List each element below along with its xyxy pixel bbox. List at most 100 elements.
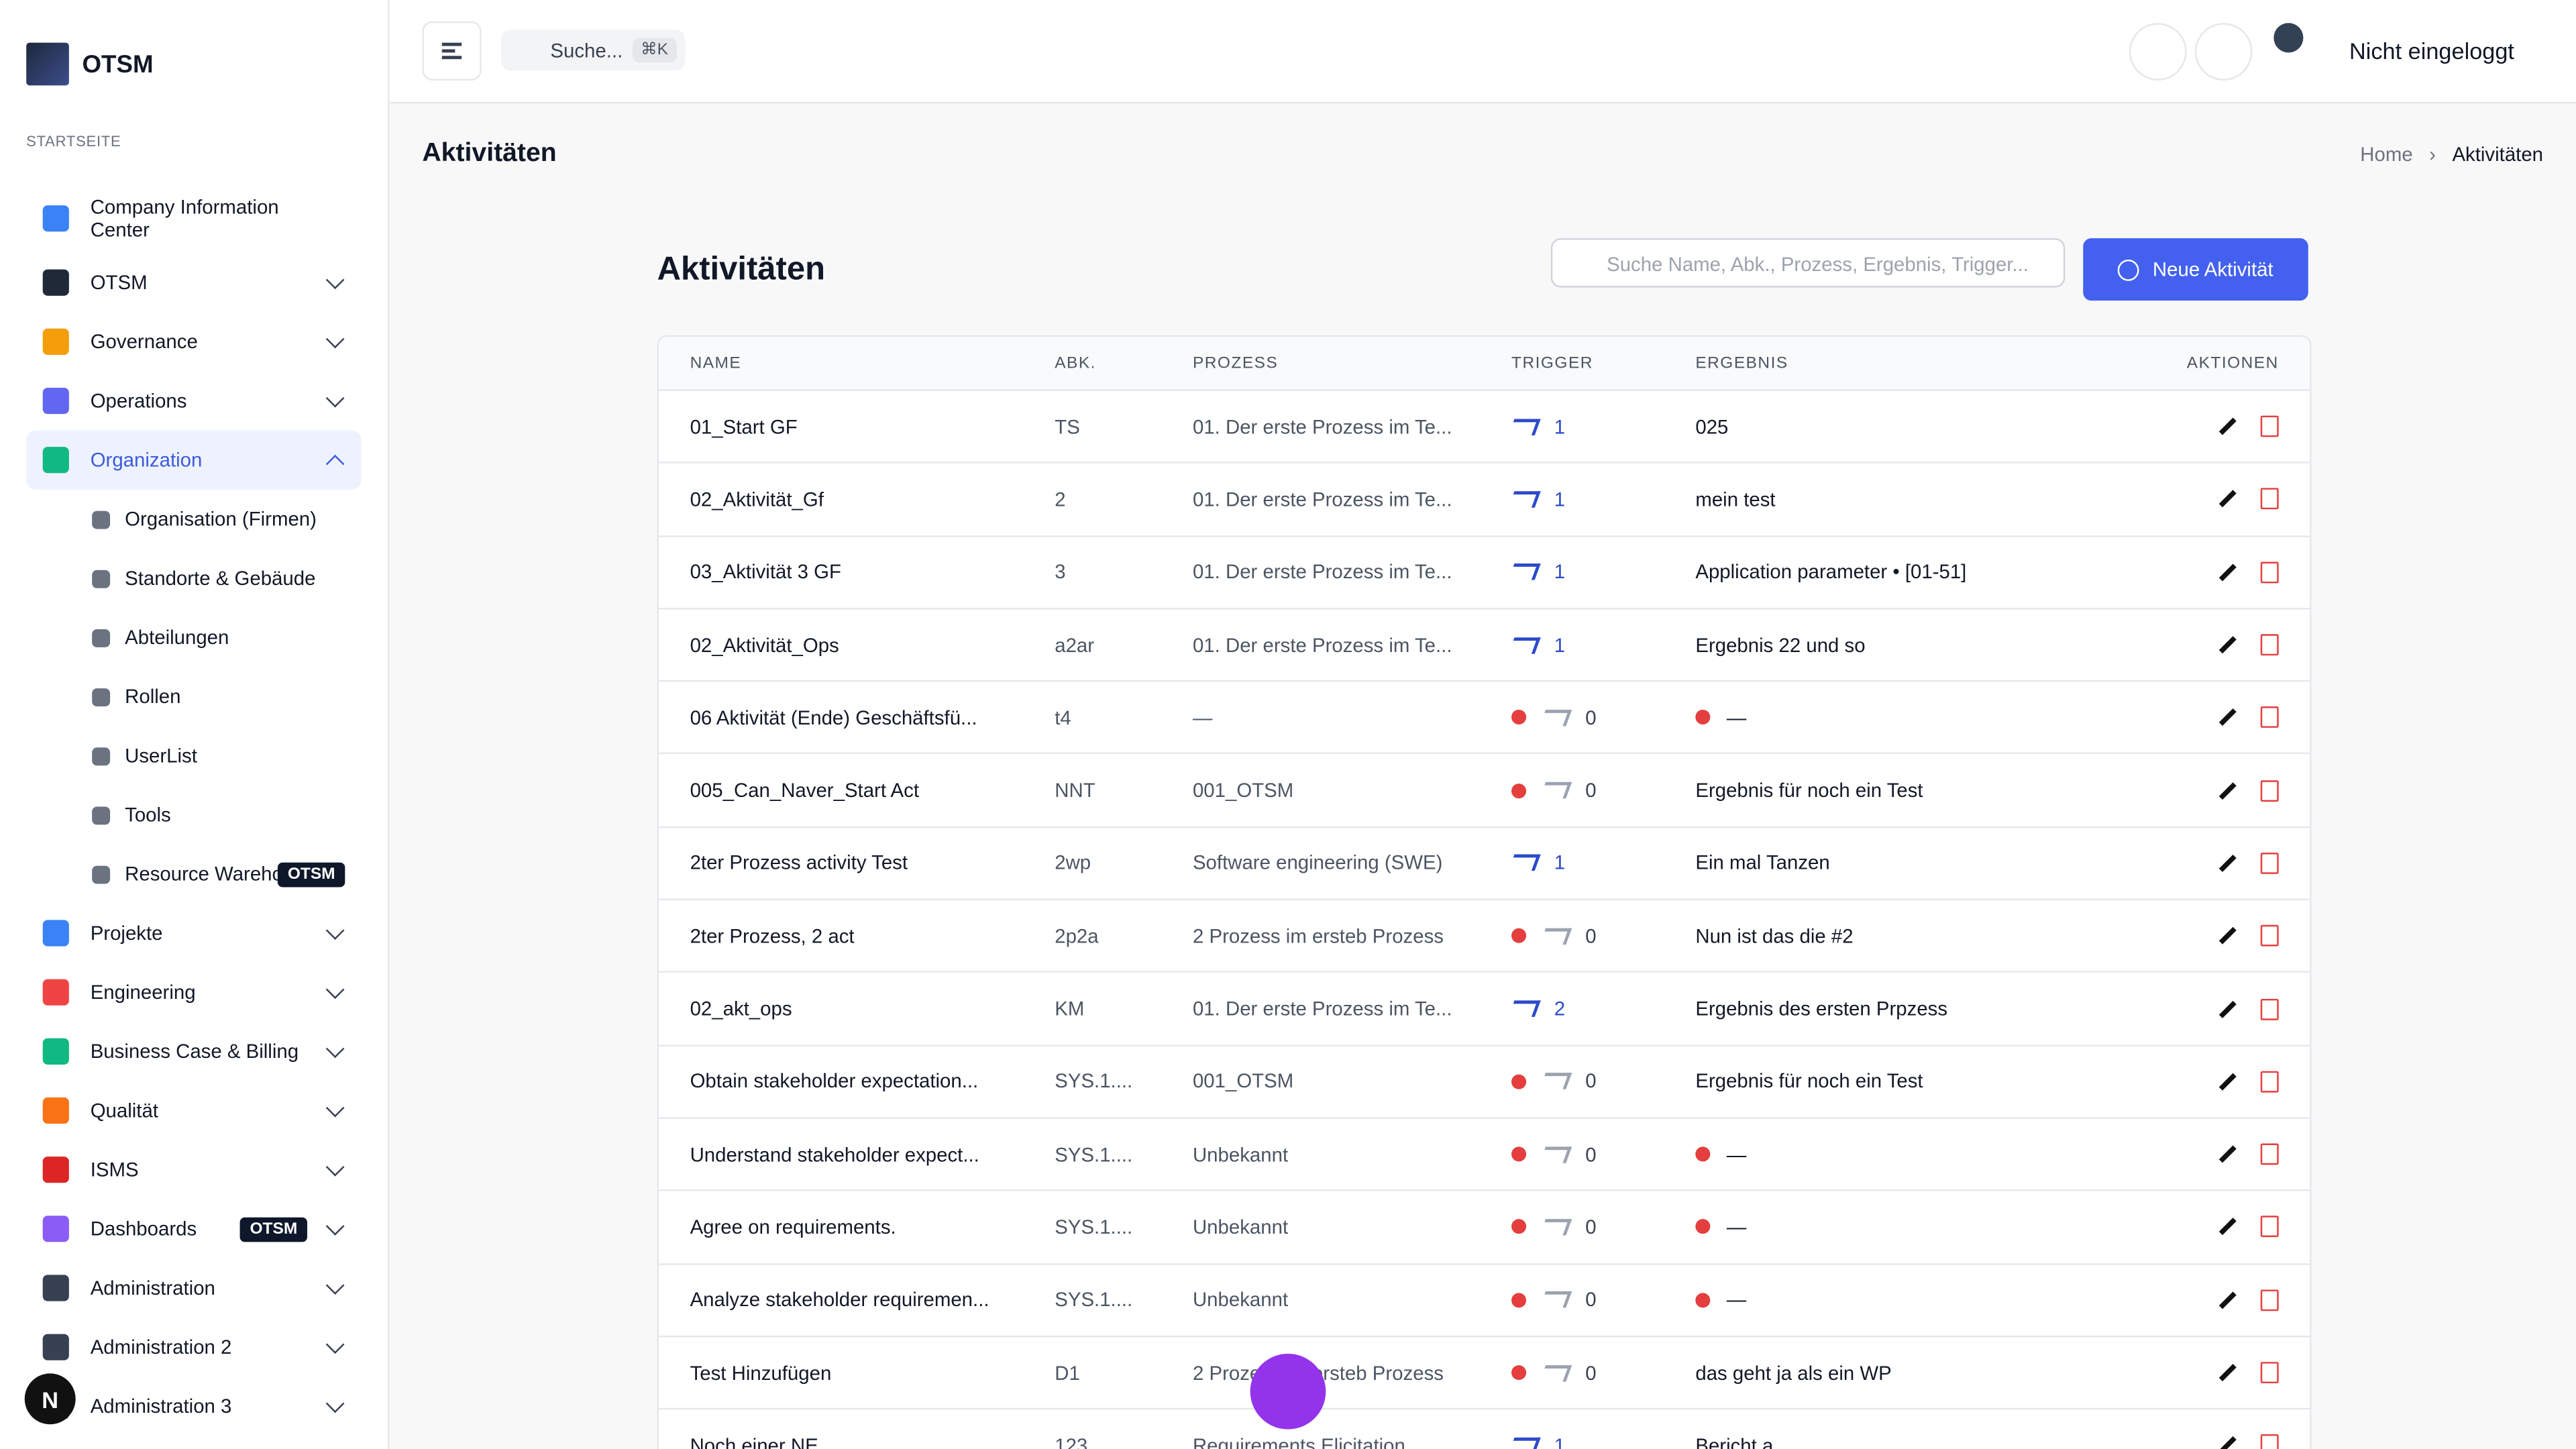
nav-item[interactable]: Tools: [26, 786, 362, 845]
edit-button[interactable]: [2218, 1364, 2237, 1382]
process: —: [1192, 706, 1213, 729]
process: Software engineering (SWE): [1192, 851, 1443, 875]
notifications-button[interactable]: [2194, 23, 2253, 81]
nav: Company Information Center OTSM Governance…: [26, 184, 362, 1436]
nav-item[interactable]: Governance: [26, 312, 362, 371]
table-row: 02_Aktivität_Gf 2 01. Der erste Prozess im…: [659, 464, 2310, 537]
result: mein test: [1695, 464, 1775, 535]
table-row: 2ter Prozess, 2 act 2p2a 2 Prozess im erst…: [659, 900, 2310, 973]
nav-item[interactable]: Administration 3: [26, 1377, 362, 1436]
edit-button[interactable]: [2218, 927, 2237, 945]
delete-button[interactable]: [2260, 925, 2279, 947]
global-search[interactable]: Suche... ⌘K: [500, 30, 686, 71]
badge: OTSM: [278, 861, 345, 887]
nav-item[interactable]: Resource Warehouse OTSM: [26, 845, 362, 904]
edit-button[interactable]: [2218, 1000, 2237, 1018]
result-text: 025: [1695, 415, 1729, 438]
delete-button[interactable]: [2260, 1289, 2279, 1311]
new-button[interactable]: Neue Aktivität: [2083, 238, 2308, 301]
delete-button[interactable]: [2260, 852, 2279, 874]
table-row: 02_Aktivität_Ops a2ar 01. Der erste Prozes…: [659, 609, 2310, 682]
nav-item[interactable]: Projekte: [26, 904, 362, 963]
user-avatar[interactable]: [2273, 23, 2304, 53]
edit-button[interactable]: [2218, 854, 2237, 872]
delete-button[interactable]: [2260, 634, 2279, 656]
chevron: [325, 1335, 345, 1354]
nav-item[interactable]: Organisation (Firmen): [26, 490, 362, 549]
trigger-count: 0: [1585, 1070, 1597, 1093]
edit-button[interactable]: [2218, 417, 2237, 435]
result: 025: [1695, 391, 1728, 462]
nav-item[interactable]: ISMS: [26, 1140, 362, 1199]
edit-button[interactable]: [2218, 563, 2237, 581]
nav-item[interactable]: Organization: [26, 430, 362, 490]
edit-button[interactable]: [2218, 1218, 2237, 1236]
delete-button[interactable]: [2260, 1434, 2279, 1449]
nav-label: Governance: [90, 330, 198, 354]
trigger-icon: [1540, 1291, 1572, 1308]
nav-item[interactable]: UserList: [26, 726, 362, 785]
nav-item[interactable]: Dashboards OTSM: [26, 1199, 362, 1258]
trigger: 1: [1508, 1410, 1565, 1449]
table-row: 2ter Prozess activity Test 2wp Software en…: [659, 828, 2310, 901]
trigger-icon: [1508, 564, 1541, 581]
nav-item[interactable]: Abteilungen: [26, 608, 362, 667]
nav-label: Projekte: [90, 921, 163, 945]
nav-item[interactable]: Rollen: [26, 667, 362, 726]
nav-item[interactable]: OTSM: [26, 253, 362, 312]
nav-item[interactable]: Qualität: [26, 1081, 362, 1140]
brand[interactable]: OTSM: [26, 42, 154, 86]
delete-button[interactable]: [2260, 706, 2279, 729]
edit-button[interactable]: [2218, 782, 2237, 800]
edit-button[interactable]: [2218, 636, 2237, 654]
delete-button[interactable]: [2260, 1143, 2279, 1165]
nav-item[interactable]: Administration: [26, 1258, 362, 1318]
abbreviation: SYS.1....: [1055, 1216, 1133, 1239]
delete-button[interactable]: [2260, 1216, 2279, 1238]
user-menu[interactable]: Nicht eingeloggt: [2349, 38, 2514, 64]
fab[interactable]: [1250, 1353, 1326, 1430]
edit-button[interactable]: [2218, 1145, 2237, 1163]
language-button[interactable]: [2129, 23, 2187, 81]
delete-button[interactable]: [2260, 488, 2279, 511]
nav-item[interactable]: Engineering: [26, 963, 362, 1022]
process: 001_OTSM: [1192, 1070, 1294, 1093]
brand-name: OTSM: [82, 50, 154, 78]
trigger-count: 0: [1585, 924, 1597, 948]
menu-toggle[interactable]: [422, 21, 482, 81]
table-row: 06 Aktivität (Ende) Geschäftsfü... t4 — 0 —: [659, 682, 2310, 755]
edit-button[interactable]: [2218, 708, 2237, 727]
nav-item[interactable]: Company Information Center: [26, 184, 362, 253]
nav-item[interactable]: Business Case & Billing: [26, 1022, 362, 1081]
nav-item[interactable]: Administration 2: [26, 1318, 362, 1377]
edit-button[interactable]: [2218, 1291, 2237, 1309]
delete-button[interactable]: [2260, 780, 2279, 802]
nav-icon: [42, 979, 69, 1006]
result-text: mein test: [1695, 488, 1776, 511]
trigger: 0: [1511, 1191, 1597, 1263]
crumb: Aktivitäten: [2452, 143, 2544, 166]
delete-button[interactable]: [2260, 998, 2279, 1020]
avatar-button[interactable]: N: [24, 1373, 76, 1425]
table-search[interactable]: Suche Name, Abk., Prozess, Ergebnis, Tri…: [1550, 238, 2065, 288]
delete-button[interactable]: [2260, 561, 2279, 583]
trigger-count: 0: [1585, 1142, 1597, 1166]
edit-button[interactable]: [2218, 1436, 2237, 1449]
edit-button[interactable]: [2218, 1073, 2237, 1091]
abbreviation: 2: [1055, 488, 1066, 511]
chevron: [325, 1217, 345, 1236]
result-text: Ergebnis des ersten Prpzess: [1695, 997, 1948, 1020]
status-dot: [1695, 1292, 1711, 1307]
chevron: [325, 921, 345, 940]
status-dot: [1695, 1220, 1711, 1235]
actions: [2218, 1410, 2279, 1449]
nav-item[interactable]: Standorte & Gebäude: [26, 549, 362, 608]
abbreviation: a2ar: [1055, 633, 1095, 657]
delete-button[interactable]: [2260, 415, 2279, 437]
process: 2 Prozess im ersteb Prozess: [1192, 924, 1444, 948]
delete-button[interactable]: [2260, 1362, 2279, 1384]
nav-item[interactable]: Operations: [26, 371, 362, 430]
delete-button[interactable]: [2260, 1071, 2279, 1093]
crumb[interactable]: Home: [2360, 143, 2413, 166]
edit-button[interactable]: [2218, 490, 2237, 508]
